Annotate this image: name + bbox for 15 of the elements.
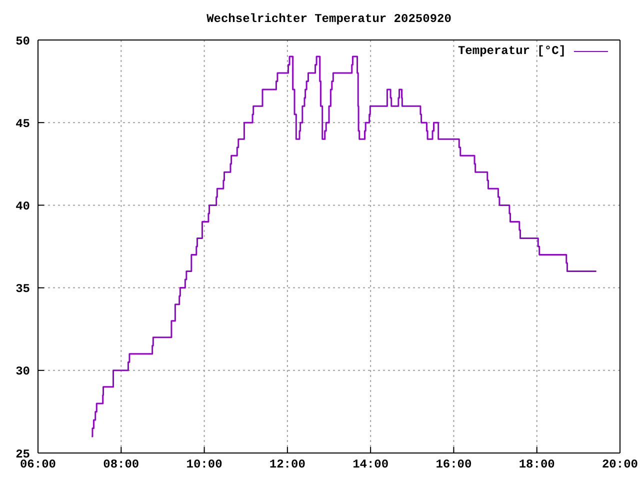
x-tick-label: 14:00 <box>352 458 389 472</box>
x-tick-label: 12:00 <box>269 458 306 472</box>
y-tick-label: 45 <box>16 116 30 131</box>
y-tick-label: 35 <box>16 282 30 296</box>
legend-label: Temperatur [°C] <box>458 44 566 58</box>
x-tick-label: 20:00 <box>602 458 638 472</box>
x-tick-label: 16:00 <box>436 458 472 472</box>
y-tick-label: 50 <box>16 34 30 48</box>
y-tick-label: 30 <box>16 364 30 379</box>
x-tick-label: 10:00 <box>186 458 222 472</box>
chart-title: Wechselrichter Temperatur 20250920 <box>206 12 452 26</box>
x-tick-label: 08:00 <box>103 458 140 472</box>
x-tick-label: 18:00 <box>518 458 555 472</box>
y-tick-label: 40 <box>16 199 30 214</box>
x-tick-label: 06:00 <box>20 458 56 472</box>
